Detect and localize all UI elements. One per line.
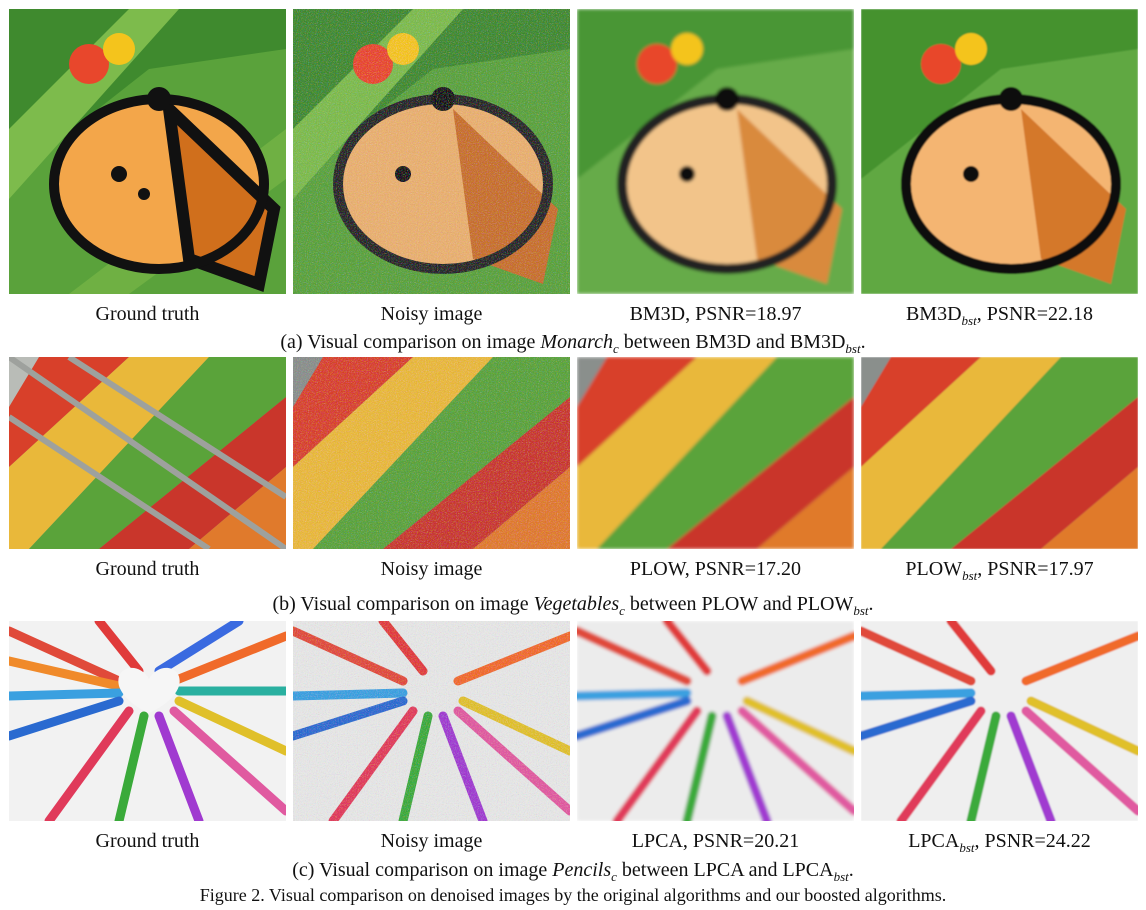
monarch-noisy xyxy=(293,9,570,294)
pencils-image xyxy=(577,621,854,821)
pencils-image xyxy=(861,621,1138,821)
panel-label: Noisy image xyxy=(380,558,483,580)
pencils-boosted xyxy=(861,621,1138,821)
vegetables-noisy xyxy=(293,357,570,549)
butterfly-image xyxy=(861,9,1138,294)
vegetables-ground-truth xyxy=(9,357,286,549)
pencils-noisy xyxy=(293,621,570,821)
vegetables-image xyxy=(293,357,570,549)
figure-caption: Figure 2. Visual comparison on denoised … xyxy=(199,885,947,905)
panel-label: LPCA, PSNR=20.21 xyxy=(631,830,800,852)
pencils-ground-truth xyxy=(9,621,286,821)
panel-label: Ground truth xyxy=(95,558,200,580)
panel-label: PLOW, PSNR=17.20 xyxy=(629,558,802,580)
panel-label: LPCAbst, PSNR=24.22 xyxy=(908,830,1091,855)
vegetables-image xyxy=(861,357,1138,549)
monarch-boosted xyxy=(861,9,1138,294)
pencils-method xyxy=(577,621,854,821)
pencils-image xyxy=(9,621,286,821)
panel-label: Noisy image xyxy=(380,303,483,325)
panel-label: PLOWbst, PSNR=17.97 xyxy=(905,558,1094,583)
vegetables-method xyxy=(577,357,854,549)
vegetables-image xyxy=(9,357,286,549)
butterfly-image xyxy=(577,9,854,294)
pencils-image xyxy=(293,621,570,821)
subfigure-caption: (a) Visual comparison on image Monarchc … xyxy=(280,331,866,356)
vegetables-image xyxy=(577,357,854,549)
monarch-ground-truth xyxy=(9,9,286,294)
panel-label: Ground truth xyxy=(95,303,200,325)
vegetables-boosted xyxy=(861,357,1138,549)
panel-label: Ground truth xyxy=(95,830,200,852)
butterfly-image xyxy=(9,9,286,294)
panel-label: BM3D, PSNR=18.97 xyxy=(629,303,802,325)
monarch-method xyxy=(577,9,854,294)
subfigure-caption: (c) Visual comparison on image Pencilsc … xyxy=(292,859,854,884)
butterfly-image xyxy=(293,9,570,294)
subfigure-caption: (b) Visual comparison on image Vegetable… xyxy=(272,593,874,618)
panel-label: Noisy image xyxy=(380,830,483,852)
panel-label: BM3Dbst, PSNR=22.18 xyxy=(905,303,1094,328)
